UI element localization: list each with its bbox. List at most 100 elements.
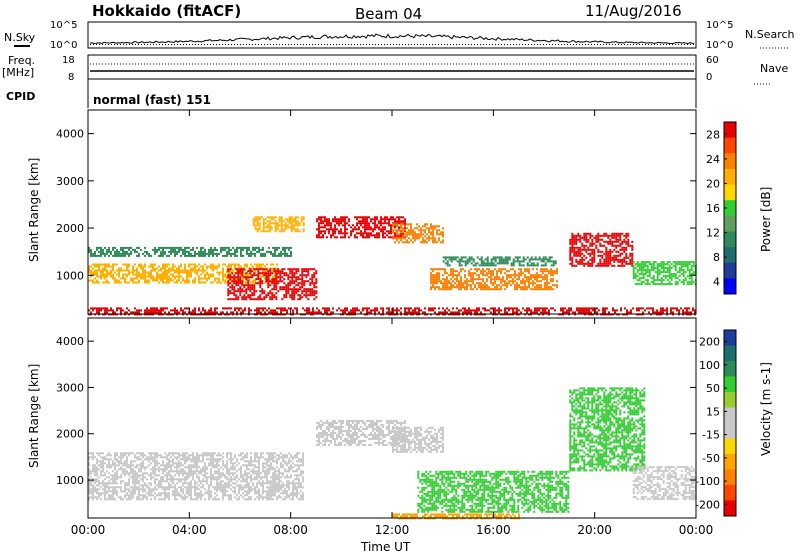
echo-cell: [296, 224, 299, 227]
echo-cell: [410, 229, 412, 232]
echo-cell: [522, 286, 524, 289]
echo-cell: [422, 229, 424, 232]
echo-cell: [284, 307, 286, 310]
echo-cell: [254, 246, 256, 249]
echo-cell: [261, 280, 264, 283]
echo-cell: [92, 468, 94, 471]
echo-cell: [236, 263, 238, 266]
echo-cell: [220, 458, 222, 461]
echo-cell: [136, 309, 138, 312]
echo-cell: [615, 234, 618, 237]
echo-cell: [261, 292, 264, 295]
echo-cell: [632, 267, 635, 270]
echo-cell: [282, 248, 284, 251]
echo-cell: [666, 311, 668, 314]
echo-cell: [254, 224, 257, 227]
echo-cell: [627, 240, 630, 243]
echo-cell: [404, 222, 406, 225]
echo-cell: [516, 282, 518, 285]
echo-cell: [301, 284, 304, 287]
echo-cell: [263, 292, 266, 295]
echo-cell: [474, 268, 476, 271]
echo-cell: [122, 263, 124, 266]
echo-cell: [354, 307, 356, 310]
echo-cell: [188, 484, 190, 487]
echo-cell: [520, 282, 522, 285]
echo-cell: [534, 307, 536, 310]
echo-cell: [279, 274, 282, 277]
echo-cell: [498, 284, 500, 287]
echo-cell: [166, 494, 168, 497]
echo-cell: [230, 252, 232, 255]
echo-cell: [94, 281, 96, 284]
echo-cell: [170, 279, 172, 282]
y-tick-label: 2000: [56, 222, 84, 235]
echo-cell: [564, 307, 566, 310]
echo-cell: [108, 248, 110, 251]
echo-cell: [306, 309, 308, 312]
echo-cell: [294, 216, 297, 219]
echo-cell: [266, 263, 268, 266]
echo-cell: [236, 254, 238, 257]
echo-cell: [126, 484, 128, 487]
echo-cell: [114, 486, 116, 489]
echo-cell: [216, 460, 218, 463]
echo-cell: [134, 269, 136, 272]
echo-cell: [90, 490, 92, 493]
echo-cell: [530, 264, 533, 267]
echo-cell: [434, 307, 436, 310]
echo-cell: [530, 256, 533, 259]
echo-cell: [162, 265, 164, 268]
echo-cell: [320, 218, 322, 221]
echo-cell: [458, 280, 460, 283]
echo-cell: [92, 490, 94, 493]
echo-cell: [104, 311, 106, 314]
echo-cell: [646, 307, 648, 310]
echo-cell: [638, 307, 640, 310]
echo-cell: [586, 309, 588, 312]
echo-cell: [152, 472, 154, 475]
echo-cell: [478, 268, 480, 271]
echo-cell: [360, 234, 362, 237]
echo-cell: [247, 288, 250, 291]
echo-cell: [214, 488, 216, 491]
echo-cell: [236, 277, 238, 280]
echo-cell: [614, 309, 616, 312]
echo-cell: [224, 279, 226, 282]
echo-cell: [98, 480, 100, 483]
echo-cell: [196, 488, 198, 491]
echo-cell: [281, 280, 284, 283]
echo-cell: [546, 282, 548, 285]
echo-cell: [136, 277, 138, 280]
echo-cell: [230, 271, 232, 274]
echo-cell: [480, 258, 483, 261]
echo-cell: [324, 230, 326, 233]
echo-cell: [652, 281, 655, 284]
echo-cell: [156, 248, 158, 251]
echo-cell: [243, 298, 246, 301]
echo-cell: [180, 480, 182, 483]
echo-cell: [206, 476, 208, 479]
echo-cell: [636, 283, 639, 286]
echo-cell: [154, 470, 156, 473]
echo-cell: [162, 486, 164, 489]
echo-cell: [138, 482, 140, 485]
echo-cell: [166, 273, 168, 276]
echo-cell: [256, 263, 258, 266]
echo-cell: [540, 284, 542, 287]
echo-cell: [282, 220, 285, 223]
echo-cell: [280, 309, 282, 312]
echo-cell: [318, 236, 320, 239]
echo-cell: [368, 232, 370, 235]
echo-cell: [96, 498, 98, 501]
echo-cell: [190, 494, 192, 497]
echo-cell: [636, 309, 638, 312]
echo-cell: [564, 311, 566, 314]
echo-cell: [424, 223, 426, 226]
echo-cell: [128, 265, 130, 268]
echo-cell: [492, 288, 494, 291]
echo-cell: [184, 466, 186, 469]
echo-cell: [438, 233, 440, 236]
echo-cell: [432, 274, 434, 277]
echo-cell: [186, 496, 188, 499]
